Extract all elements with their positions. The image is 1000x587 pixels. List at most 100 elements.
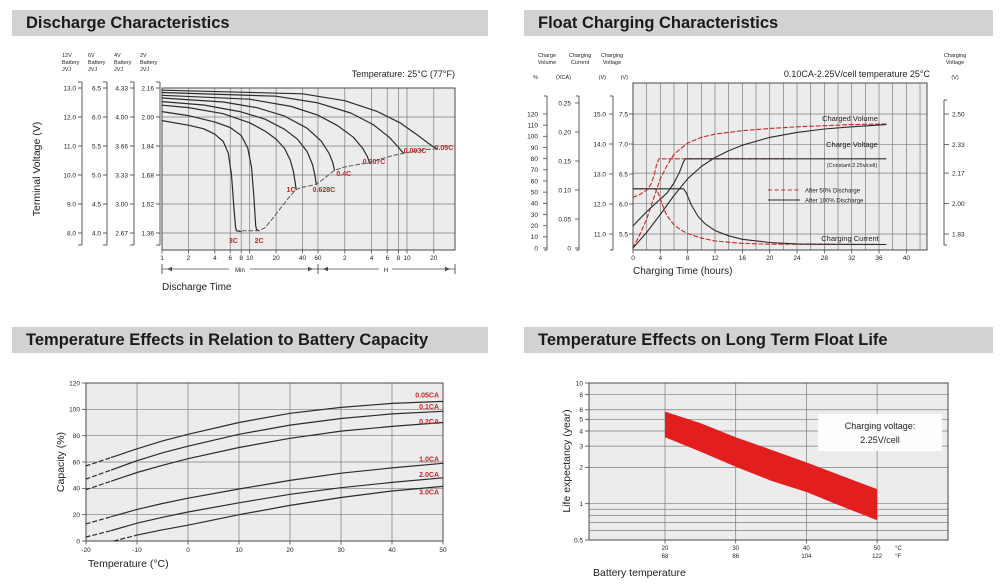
hours-unit-label: H bbox=[384, 268, 388, 274]
y-tick-label: 2 bbox=[579, 465, 583, 472]
section-header-float-charging: Float Charging Characteristics bbox=[524, 10, 993, 36]
scale-title: Volume bbox=[538, 60, 556, 66]
legend-label: After 100% Discharge bbox=[805, 199, 864, 205]
scale-value: 10 bbox=[531, 234, 539, 241]
discharge-curve bbox=[161, 89, 438, 150]
scale-title: JVJ bbox=[88, 67, 97, 73]
curve-label: 0.2CA bbox=[419, 419, 439, 426]
scale-title: Battery bbox=[88, 60, 106, 66]
scale-value: 5.5 bbox=[619, 231, 628, 238]
scale-value: 20 bbox=[531, 223, 539, 230]
scale-value: 14.0 bbox=[593, 141, 606, 148]
x-tick-label: 6 bbox=[385, 255, 389, 262]
x-tick-label: 0 bbox=[631, 255, 635, 262]
scale-value: 0.05 bbox=[558, 216, 571, 223]
x-tick-label: 10 bbox=[246, 255, 254, 262]
scale-value: 80 bbox=[531, 156, 539, 163]
y-tick-label: 40 bbox=[73, 486, 81, 493]
x-tick-label: 32 bbox=[848, 255, 856, 262]
scale-value: 9.0 bbox=[67, 201, 76, 208]
x-tick-label-celsius: 30 bbox=[732, 546, 739, 552]
x-tick-label-celsius: 50 bbox=[874, 546, 881, 552]
discharge-curve bbox=[161, 111, 260, 232]
x-tick-label: 30 bbox=[337, 547, 345, 554]
scale-title: Charging bbox=[601, 53, 623, 59]
charged-volume-100-curve bbox=[632, 124, 887, 249]
x-tick-label: 4 bbox=[213, 255, 217, 262]
scale-value: 50 bbox=[531, 189, 539, 196]
scale-value: 1.84 bbox=[141, 143, 154, 150]
scale-unit: % bbox=[533, 75, 538, 81]
scale-value: 1.83 bbox=[952, 231, 965, 238]
x-tick-label: 36 bbox=[875, 255, 883, 262]
scale-title: 4V bbox=[114, 53, 121, 59]
y-axis-title: Capacity (%) bbox=[55, 432, 67, 492]
curve-label: 3C bbox=[229, 238, 238, 245]
curve-label: 0.207C bbox=[363, 159, 386, 166]
discharge-curve bbox=[161, 94, 371, 164]
charge-voltage-100-curve bbox=[632, 158, 887, 227]
annotation-bg bbox=[818, 414, 942, 451]
x-tick-label: 24 bbox=[793, 255, 801, 262]
x-axis-title: Charging Time (hours) bbox=[633, 266, 732, 277]
float-plot-area bbox=[633, 83, 927, 250]
curve-label: 0.05C bbox=[435, 145, 454, 152]
x-axis-title: Discharge Time bbox=[162, 282, 232, 293]
discharge-curve bbox=[161, 101, 317, 185]
scale-value: 3.33 bbox=[115, 172, 128, 179]
discharge-plot-border bbox=[161, 87, 456, 251]
y-axis-title: Terminal Voltage (V) bbox=[31, 122, 43, 217]
scale-value: 1.36 bbox=[141, 230, 154, 237]
x-tick-label-fahrenheit: 68 bbox=[662, 554, 669, 560]
x-tick-label: 40 bbox=[299, 255, 307, 262]
x-tick-label: 40 bbox=[388, 547, 396, 554]
scale-value: 12.0 bbox=[593, 201, 606, 208]
scale-value: 7.0 bbox=[619, 141, 628, 148]
scale-unit: (XCA) bbox=[556, 75, 571, 81]
scale-value: 120 bbox=[527, 111, 538, 118]
x-tick-label: 20 bbox=[286, 547, 294, 554]
scale-value: 5.0 bbox=[92, 172, 101, 179]
x-tick-label: 2 bbox=[187, 255, 191, 262]
scale-value: 0.15 bbox=[558, 158, 571, 165]
x-tick-label: 8 bbox=[397, 255, 401, 262]
scale-title: Charging bbox=[569, 53, 591, 59]
capacity-curve bbox=[110, 477, 444, 532]
y-tick-label: 0.5 bbox=[574, 537, 583, 544]
chart-condition-note: 0.10CA-2.25V/cell temperature 25°C bbox=[784, 69, 931, 79]
y-tick-label: 60 bbox=[73, 459, 81, 466]
ruler-arrowhead bbox=[167, 266, 172, 272]
annotation-line: 2.25V/cell bbox=[860, 435, 900, 445]
x-tick-label: 2 bbox=[343, 255, 347, 262]
scale-value: 0.20 bbox=[558, 129, 571, 136]
y-axis-title: Life expectancy (year) bbox=[561, 409, 573, 512]
scale-value: 2.50 bbox=[952, 111, 965, 118]
section-header-temp-capacity: Temperature Effects in Relation to Batte… bbox=[12, 327, 488, 353]
capacity-curve bbox=[110, 462, 444, 518]
scale-title: Battery bbox=[114, 60, 132, 66]
scale-value: 15.0 bbox=[593, 111, 606, 118]
capacity-curve-dashed bbox=[85, 456, 113, 467]
scale-value: 2.00 bbox=[141, 114, 154, 121]
scale-title: JVJ bbox=[114, 67, 123, 73]
scale-title: Charging bbox=[944, 53, 966, 59]
scale-value: 0 bbox=[567, 245, 571, 252]
discharge-plot-area bbox=[162, 88, 455, 250]
ruler-label-bg bbox=[379, 264, 392, 273]
scale-title: 6V bbox=[88, 53, 95, 59]
scale-value: 70 bbox=[531, 167, 539, 174]
floatlife-plot-border bbox=[588, 382, 949, 541]
scale-value: 60 bbox=[531, 178, 539, 185]
scale-value: 6.0 bbox=[619, 201, 628, 208]
capacity-curve-dashed bbox=[113, 534, 138, 542]
charge-voltage-50-curve bbox=[632, 158, 791, 198]
scale-value: 0.10 bbox=[558, 187, 571, 194]
scale-title: Battery bbox=[62, 60, 80, 66]
y-tick-label: 1 bbox=[579, 501, 583, 508]
minutes-unit-label: Min bbox=[235, 268, 245, 274]
curve-label: 0.05CA bbox=[415, 393, 439, 400]
annotation-line: Charging voltage: bbox=[845, 421, 916, 431]
scale-value: 3.66 bbox=[115, 143, 128, 150]
scale-value: 2.16 bbox=[141, 85, 154, 92]
